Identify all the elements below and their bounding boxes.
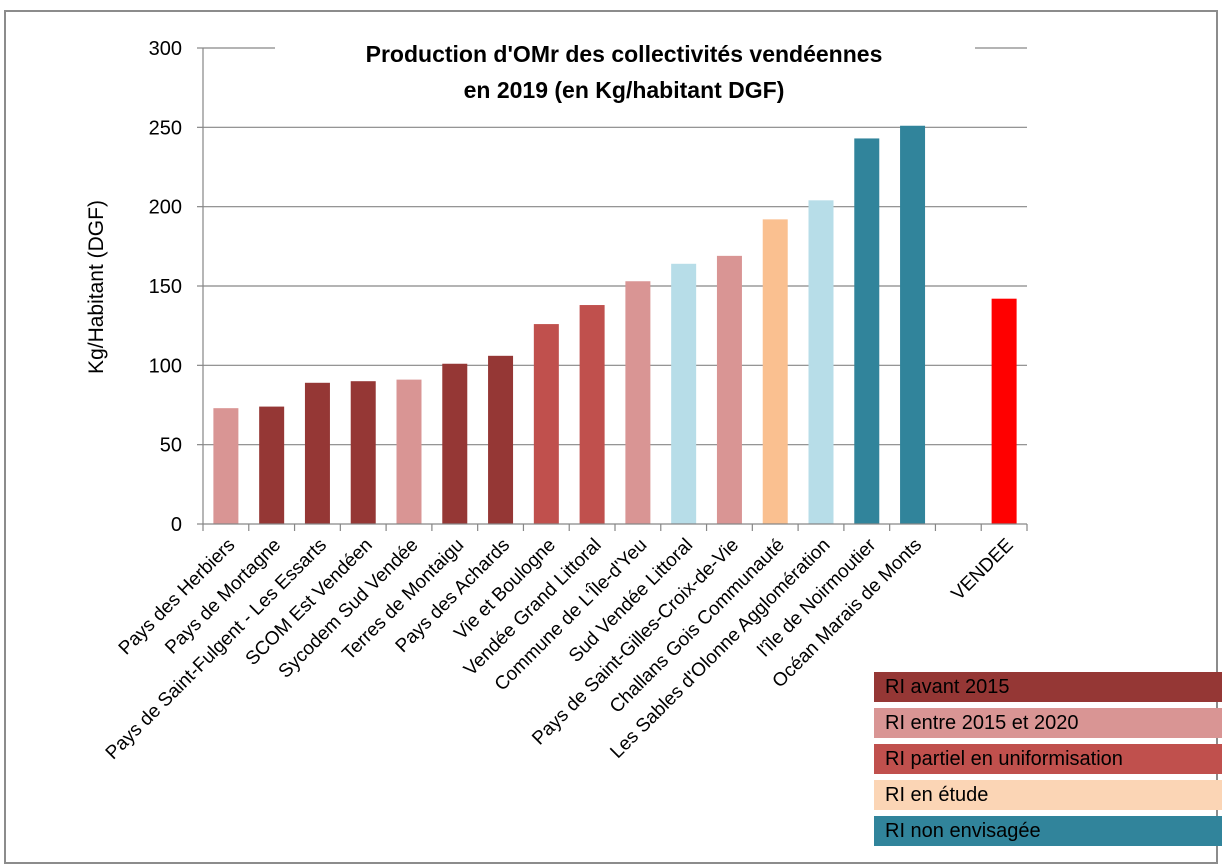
title-background — [275, 28, 975, 102]
x-tick-label: VENDEE — [948, 535, 1018, 605]
axes — [197, 47, 1028, 531]
y-tick-label: 150 — [149, 276, 182, 298]
legend-item-ri-avant-2015: RI avant 2015 — [874, 672, 1222, 702]
bar — [991, 298, 1017, 524]
chart-frame — [4, 10, 1218, 864]
legend-label: RI entre 2015 et 2020 — [885, 712, 1079, 734]
bar — [900, 125, 926, 524]
bars — [213, 125, 1017, 525]
bar — [808, 200, 834, 524]
bar — [579, 305, 605, 524]
y-tick-label: 300 — [149, 38, 182, 60]
bar — [625, 281, 651, 524]
bar — [533, 324, 559, 524]
y-tick-label: 100 — [149, 355, 182, 377]
legend-item-ri-entre-2015-2020: RI entre 2015 et 2020 — [874, 708, 1222, 738]
legend-item-ri-non-envisagee: RI non envisagée — [874, 816, 1222, 846]
y-tick-label: 250 — [149, 117, 182, 139]
bar — [671, 263, 697, 524]
bar — [442, 363, 468, 524]
bar — [488, 355, 514, 524]
bar — [716, 255, 742, 524]
y-tick-label: 50 — [160, 435, 182, 457]
legend-item-ri-en-etude: RI en étude — [874, 780, 1222, 810]
bar — [350, 381, 376, 524]
bar — [762, 219, 788, 525]
chart-title-line-1: Production d'OMr des collectivités vendé… — [366, 41, 883, 67]
legend-label: RI avant 2015 — [885, 676, 1010, 698]
legend-label: RI non envisagée — [885, 820, 1041, 842]
y-tick-labels: 0 50 100 150 200 250 300 — [149, 38, 182, 536]
legend-label: RI en étude — [885, 784, 989, 806]
y-tick-label: 0 — [171, 514, 182, 536]
y-tick-label: 200 — [149, 197, 182, 219]
bar — [304, 382, 330, 524]
legend: RI avant 2015 RI entre 2015 et 2020 RI p… — [874, 672, 1222, 852]
bar — [213, 408, 239, 524]
bar — [396, 379, 422, 524]
y-axis-label: Kg/Habitant (DGF) — [85, 200, 108, 374]
legend-item-ri-partiel: RI partiel en uniformisation — [874, 744, 1222, 774]
chart-title-line-2: en 2019 (en Kg/habitant DGF) — [464, 77, 785, 103]
bar — [854, 138, 880, 524]
legend-label: RI partiel en uniformisation — [885, 748, 1123, 770]
bar — [259, 406, 285, 524]
